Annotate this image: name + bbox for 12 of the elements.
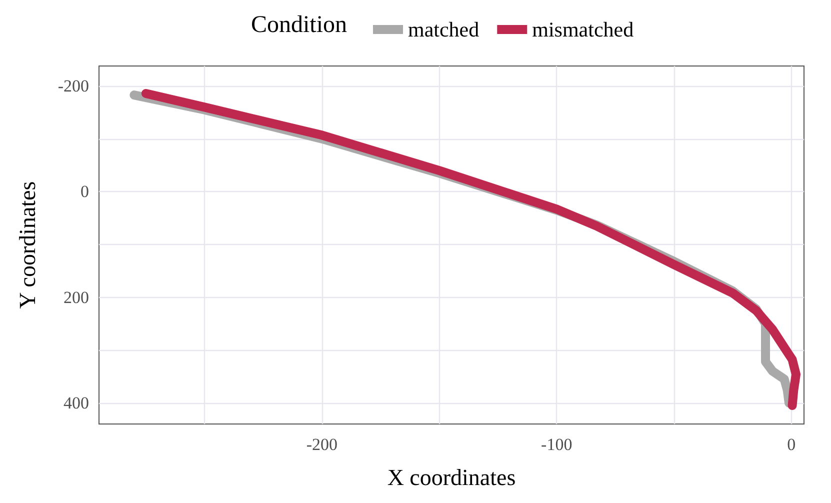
y-tick-label: -200 (58, 76, 89, 96)
y-tick-label: 400 (64, 393, 89, 412)
legend-title: Condition (250, 12, 348, 38)
legend-label: matched (408, 18, 480, 42)
legend-label: mismatched (532, 18, 634, 42)
x-axis-title: X coordinates (387, 465, 516, 490)
y-tick-label: 0 (80, 182, 89, 202)
x-tick-label: -100 (541, 435, 572, 454)
y-tick-label: 200 (64, 288, 89, 307)
y-axis-title: Y coordinates (15, 181, 40, 309)
x-tick-label: 0 (787, 435, 796, 454)
x-tick-label: -200 (306, 435, 338, 454)
